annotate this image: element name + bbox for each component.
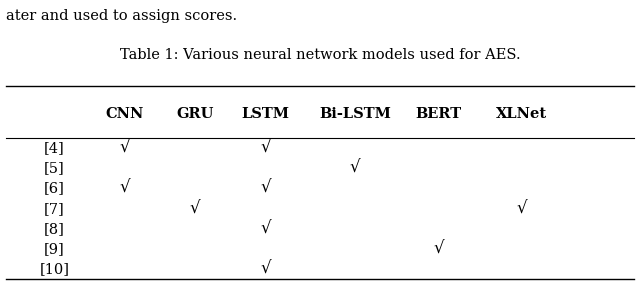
Text: Table 1: Various neural network models used for AES.: Table 1: Various neural network models u… — [120, 48, 520, 62]
Text: √: √ — [260, 220, 271, 237]
Text: [10]: [10] — [40, 262, 69, 276]
Text: CNN: CNN — [106, 107, 144, 121]
Text: GRU: GRU — [177, 107, 214, 121]
Text: Bi-LSTM: Bi-LSTM — [319, 107, 391, 121]
Text: √: √ — [120, 140, 130, 157]
Text: √: √ — [120, 180, 130, 197]
Text: [8]: [8] — [44, 222, 65, 236]
Text: √: √ — [350, 160, 360, 177]
Text: [6]: [6] — [44, 182, 65, 196]
Text: √: √ — [260, 140, 271, 157]
Text: [5]: [5] — [44, 162, 65, 176]
Text: LSTM: LSTM — [241, 107, 289, 121]
Text: [9]: [9] — [44, 242, 65, 256]
Text: √: √ — [433, 241, 444, 258]
Text: [4]: [4] — [44, 141, 65, 155]
Text: ater and used to assign scores.: ater and used to assign scores. — [6, 9, 237, 23]
Text: √: √ — [190, 200, 200, 217]
Text: √: √ — [260, 180, 271, 197]
Text: BERT: BERT — [415, 107, 461, 121]
Text: XLNet: XLNet — [496, 107, 547, 121]
Text: √: √ — [260, 261, 271, 278]
Text: [7]: [7] — [44, 202, 65, 216]
Text: √: √ — [516, 200, 527, 217]
